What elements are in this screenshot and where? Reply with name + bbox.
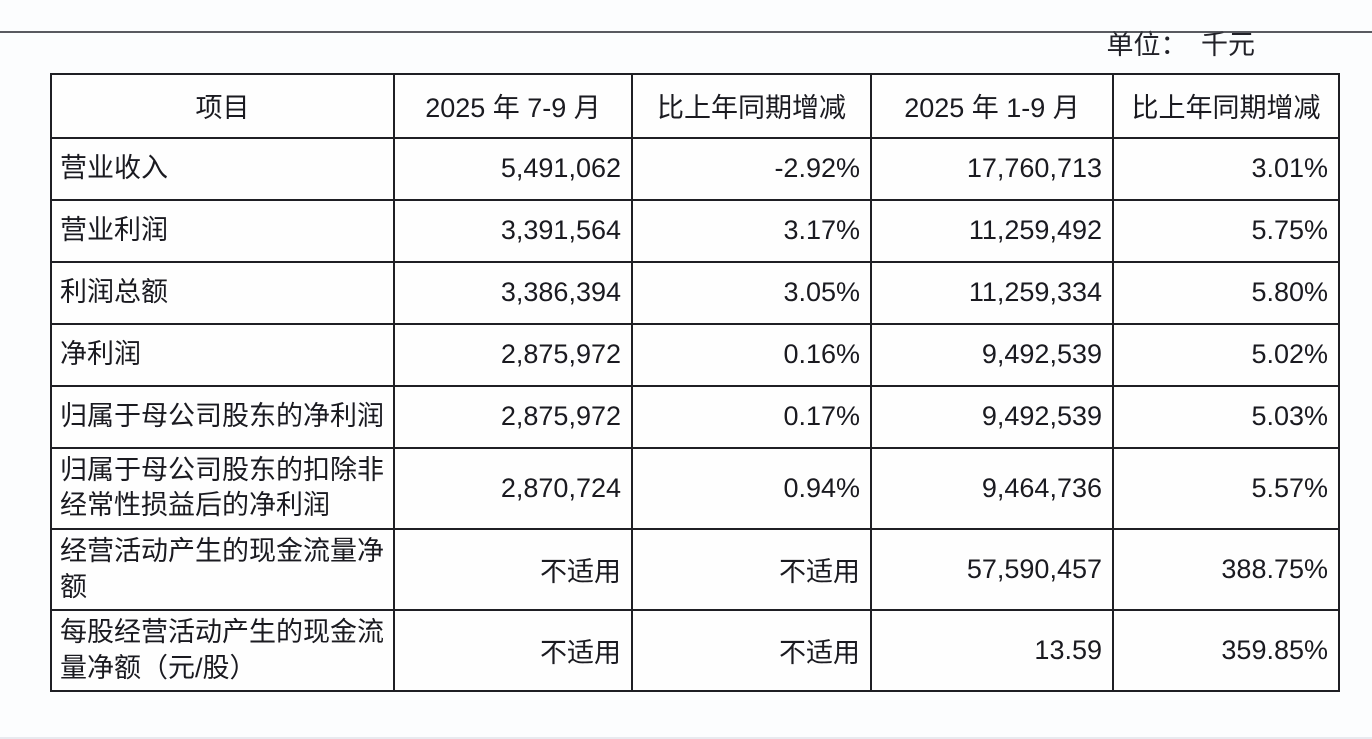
value-q3-yoy: 3.05% [631, 260, 872, 325]
row-label: 每股经营活动产生的现金流 量净额（元/股） [50, 609, 395, 693]
value-q3-yoy: 0.94% [631, 446, 872, 530]
value-q3-yoy: 3.17% [631, 198, 872, 263]
value-q3: 3,391,564 [393, 198, 633, 263]
column-header-ytd-yoy: 比上年同期增减 [1112, 72, 1340, 139]
table-row: 每股经营活动产生的现金流 量净额（元/股） 不适用 不适用 13.59 359.… [50, 609, 1340, 693]
value-ytd: 9,492,539 [870, 384, 1114, 449]
table-row: 利润总额 3,386,394 3.05% 11,259,334 5.80% [50, 260, 1340, 325]
row-label: 归属于母公司股东的扣除非 经常性损益后的净利润 [50, 446, 395, 530]
row-label: 净利润 [50, 322, 395, 387]
table-row: 归属于母公司股东的净利润 2,875,972 0.17% 9,492,539 5… [50, 384, 1340, 449]
table-row: 净利润 2,875,972 0.16% 9,492,539 5.02% [50, 322, 1340, 387]
value-ytd: 9,492,539 [870, 322, 1114, 387]
value-ytd: 11,259,334 [870, 260, 1114, 325]
row-label: 营业收入 [50, 136, 395, 201]
column-header-item: 项目 [50, 72, 395, 139]
page-top-edge-line [0, 31, 1372, 33]
value-ytd: 9,464,736 [870, 446, 1114, 530]
value-q3-yoy: 0.16% [631, 322, 872, 387]
value-ytd-yoy: 5.03% [1112, 384, 1340, 449]
value-ytd: 13.59 [870, 609, 1114, 693]
value-ytd-yoy: 3.01% [1112, 136, 1340, 201]
table-row: 营业利润 3,391,564 3.17% 11,259,492 5.75% [50, 198, 1340, 263]
table-row: 归属于母公司股东的扣除非 经常性损益后的净利润 2,870,724 0.94% … [50, 446, 1340, 530]
table-row: 经营活动产生的现金流量净 额 不适用 不适用 57,590,457 388.75… [50, 527, 1340, 612]
header-row: 项目 2025 年 7-9 月 比上年同期增减 2025 年 1-9 月 比上年… [50, 72, 1340, 139]
value-q3: 2,870,724 [393, 446, 633, 530]
value-ytd: 11,259,492 [870, 198, 1114, 263]
value-ytd-yoy: 5.75% [1112, 198, 1340, 263]
column-header-ytd-period: 2025 年 1-9 月 [870, 72, 1114, 139]
value-ytd: 57,590,457 [870, 527, 1114, 612]
value-ytd-yoy: 5.80% [1112, 260, 1340, 325]
value-q3-yoy: 不适用 [631, 527, 872, 612]
column-header-q3-period: 2025 年 7-9 月 [393, 72, 633, 139]
value-ytd-yoy: 388.75% [1112, 527, 1340, 612]
table-row: 营业收入 5,491,062 -2.92% 17,760,713 3.01% [50, 136, 1340, 201]
value-q3: 2,875,972 [393, 384, 633, 449]
value-ytd-yoy: 5.57% [1112, 446, 1340, 530]
row-label: 营业利润 [50, 198, 395, 263]
column-header-q3-yoy: 比上年同期增减 [631, 72, 872, 139]
row-label: 利润总额 [50, 260, 395, 325]
row-label: 经营活动产生的现金流量净 额 [50, 527, 395, 612]
value-q3-yoy: 0.17% [631, 384, 872, 449]
value-q3: 2,875,972 [393, 322, 633, 387]
row-label: 归属于母公司股东的净利润 [50, 384, 395, 449]
value-q3-yoy: -2.92% [631, 136, 872, 201]
value-q3: 不适用 [393, 609, 633, 693]
value-q3: 5,491,062 [393, 136, 633, 201]
value-ytd-yoy: 359.85% [1112, 609, 1340, 693]
value-q3: 不适用 [393, 527, 633, 612]
financial-summary-table: 项目 2025 年 7-9 月 比上年同期增减 2025 年 1-9 月 比上年… [50, 72, 1340, 693]
value-q3: 3,386,394 [393, 260, 633, 325]
unit-label: 单位： 千元 [1106, 30, 1256, 60]
value-ytd-yoy: 5.02% [1112, 322, 1340, 387]
value-q3-yoy: 不适用 [631, 609, 872, 693]
value-ytd: 17,760,713 [870, 136, 1114, 201]
